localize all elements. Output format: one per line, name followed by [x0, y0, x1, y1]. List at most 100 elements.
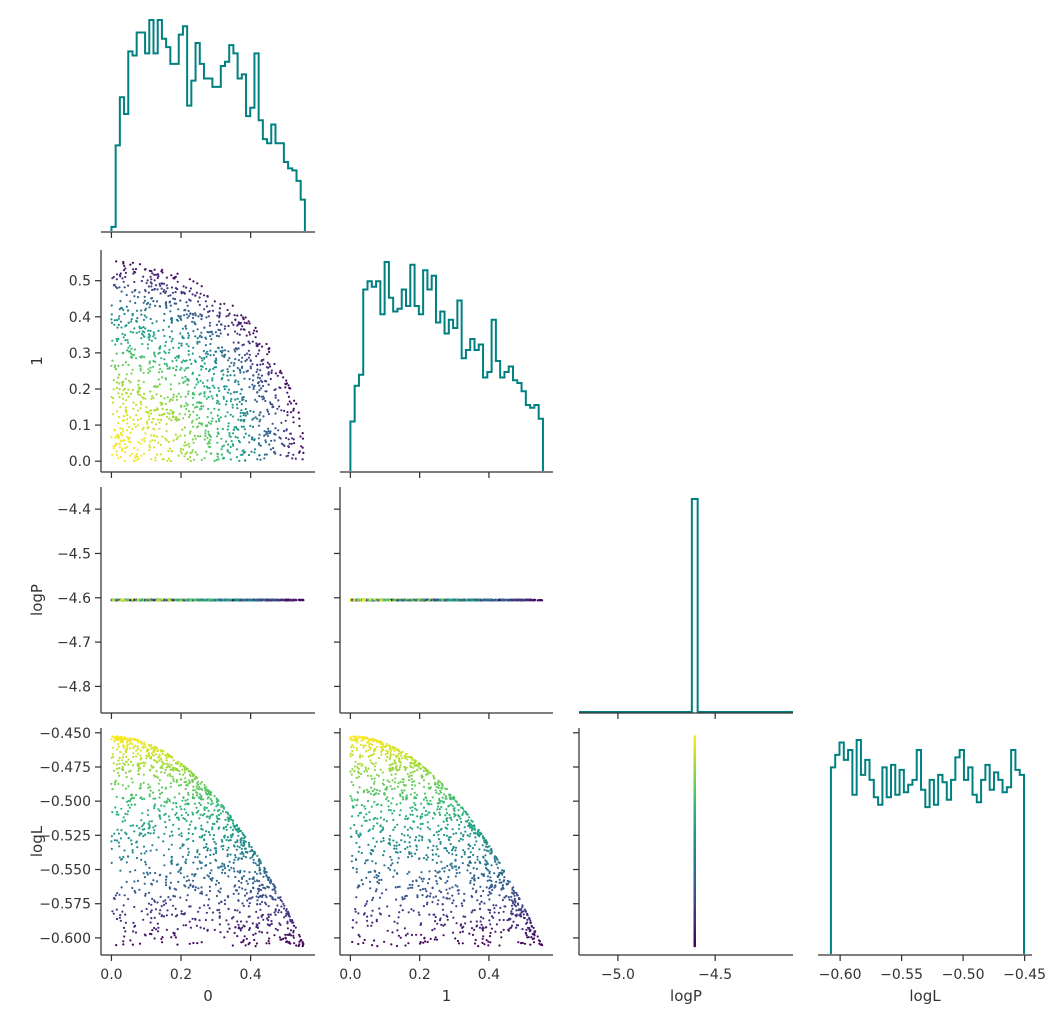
scatter-point — [188, 920, 191, 923]
scatter-point — [187, 345, 190, 348]
scatter-point — [210, 411, 213, 414]
scatter-point — [191, 438, 194, 441]
scatter-point — [131, 851, 134, 854]
scatter-point — [501, 599, 504, 602]
scatter-point — [115, 381, 119, 384]
scatter-point — [135, 309, 139, 312]
scatter-point — [112, 746, 115, 749]
scatter-point — [121, 397, 125, 400]
scatter-point — [185, 858, 188, 861]
scatter-point — [156, 288, 159, 291]
scatter-point — [121, 598, 125, 601]
scatter-point — [144, 860, 147, 864]
scatter-0-vs-1 — [110, 260, 305, 463]
scatter-point — [168, 300, 172, 303]
scatter-point — [131, 353, 134, 356]
scatter-point — [229, 853, 232, 856]
scatter-point — [130, 318, 133, 321]
scatter-point — [124, 447, 127, 450]
scatter-point — [184, 413, 187, 416]
scatter-point — [187, 315, 191, 318]
scatter-point — [143, 764, 146, 768]
scatter-point — [160, 760, 163, 763]
scatter-point — [178, 412, 181, 415]
scatter-point — [169, 388, 172, 391]
scatter-point — [172, 780, 175, 783]
scatter-point — [194, 855, 197, 859]
scatter-point — [118, 315, 121, 318]
scatter-point — [280, 905, 283, 908]
scatter-point — [154, 439, 157, 442]
scatter-point — [152, 417, 155, 420]
scatter-point — [290, 934, 293, 937]
scatter-point — [193, 873, 196, 876]
scatter-point — [263, 434, 266, 437]
scatter-point — [123, 459, 126, 462]
scatter-point — [196, 414, 199, 417]
scatter-point — [241, 325, 244, 328]
scatter-point — [197, 300, 200, 303]
scatter-point — [148, 444, 151, 447]
scatter-point — [115, 386, 118, 389]
scatter-point — [256, 391, 259, 394]
scatter-point — [179, 332, 182, 335]
scatter-point — [210, 452, 213, 455]
scatter-point — [150, 598, 154, 602]
scatter-point — [119, 456, 123, 459]
scatter-point — [181, 327, 184, 330]
scatter-point — [170, 450, 173, 453]
scatter-point — [268, 363, 271, 366]
scatter-point — [242, 395, 245, 399]
scatter-point — [203, 362, 206, 365]
scatter-point — [169, 294, 172, 297]
scatter-point — [215, 334, 218, 337]
scatter-point — [142, 371, 145, 374]
scatter-point — [240, 876, 244, 879]
scatter-point — [146, 301, 149, 305]
scatter-point — [268, 350, 271, 353]
scatter-point — [252, 387, 255, 391]
scatter-point — [112, 397, 115, 400]
scatter-point — [121, 427, 124, 431]
scatter-point — [177, 346, 180, 349]
scatter-point — [223, 899, 226, 902]
scatter-point — [187, 353, 190, 356]
scatter-point — [204, 300, 207, 303]
scatter-point — [207, 898, 210, 901]
scatter-point — [237, 923, 240, 926]
scatter-point — [155, 928, 158, 931]
scatter-point — [134, 301, 137, 305]
scatter-point — [153, 829, 156, 832]
scatter-point — [154, 409, 157, 412]
scatter-point — [149, 390, 152, 393]
scatter-point — [135, 453, 138, 456]
y-axis-title: 1 — [28, 356, 46, 366]
scatter-point — [258, 454, 261, 457]
scatter-point — [243, 412, 247, 415]
scatter-point — [209, 849, 212, 852]
scatter-point — [125, 293, 128, 297]
scatter-point — [252, 374, 255, 377]
scatter-point — [144, 833, 147, 836]
scatter-point — [172, 894, 175, 898]
scatter-point — [132, 268, 135, 271]
scatter-point — [196, 342, 199, 345]
scatter-point — [232, 364, 235, 367]
scatter-point — [285, 436, 288, 440]
scatter-point — [225, 400, 228, 403]
scatter-point — [118, 916, 121, 919]
scatter-point — [293, 399, 296, 402]
scatter-point — [157, 329, 160, 332]
scatter-point — [367, 598, 370, 602]
scatter-point — [118, 442, 121, 446]
scatter-point — [138, 291, 141, 294]
scatter-point — [257, 381, 260, 384]
scatter-point — [145, 420, 148, 423]
scatter-point — [133, 446, 136, 450]
scatter-point — [251, 882, 255, 885]
scatter-point — [187, 410, 191, 413]
scatter-point — [194, 451, 197, 454]
scatter-point — [242, 414, 245, 417]
scatter-point — [191, 293, 194, 296]
scatter-point — [188, 432, 191, 435]
